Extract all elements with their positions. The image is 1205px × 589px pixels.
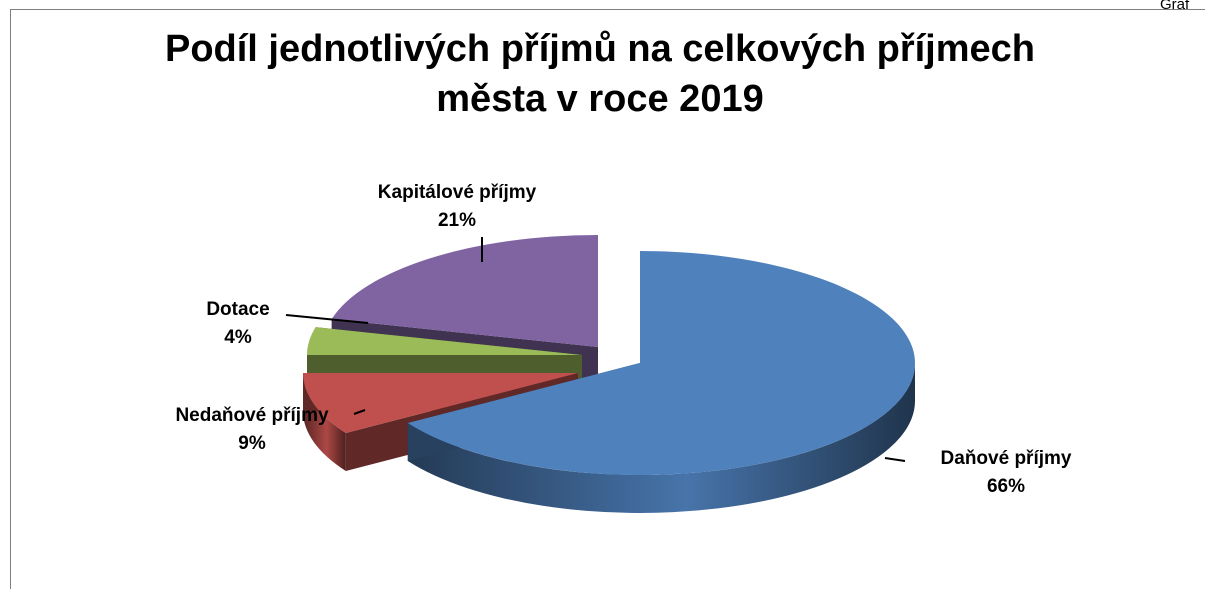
chart-title-line-1: Podíl jednotlivých příjmů na celkových p… bbox=[164, 28, 1035, 70]
label-name-kapitalove: Kapitálové příjmy bbox=[378, 182, 537, 203]
label-name-danove: Daňové příjmy bbox=[941, 448, 1072, 469]
label-value-danove: 66% bbox=[987, 476, 1025, 497]
slice-side-danove bbox=[407, 363, 916, 514]
chart-title: Podíl jednotlivých příjmů na celkových p… bbox=[40, 24, 1160, 124]
slice-top-nedanove bbox=[303, 373, 578, 434]
leader-line-danove bbox=[884, 457, 906, 462]
leader-line-nedanove bbox=[353, 409, 366, 415]
label-value-dotace: 4% bbox=[224, 327, 252, 348]
slice-side-nedanove bbox=[303, 373, 346, 472]
label-name-dotace: Dotace bbox=[206, 299, 269, 320]
slice-top-danove bbox=[407, 251, 916, 476]
label-value-kapitalove: 21% bbox=[438, 210, 476, 231]
label-value-nedanove: 9% bbox=[238, 433, 266, 454]
chart-title-line-2: města v roce 2019 bbox=[436, 78, 764, 120]
leader-line-dotace bbox=[285, 314, 369, 324]
chart-frame bbox=[10, 9, 1205, 589]
label-name-nedanove: Nedaňové příjmy bbox=[175, 405, 329, 426]
slice-top-kapitalove bbox=[331, 234, 598, 347]
slice-top-dotace bbox=[307, 327, 582, 355]
